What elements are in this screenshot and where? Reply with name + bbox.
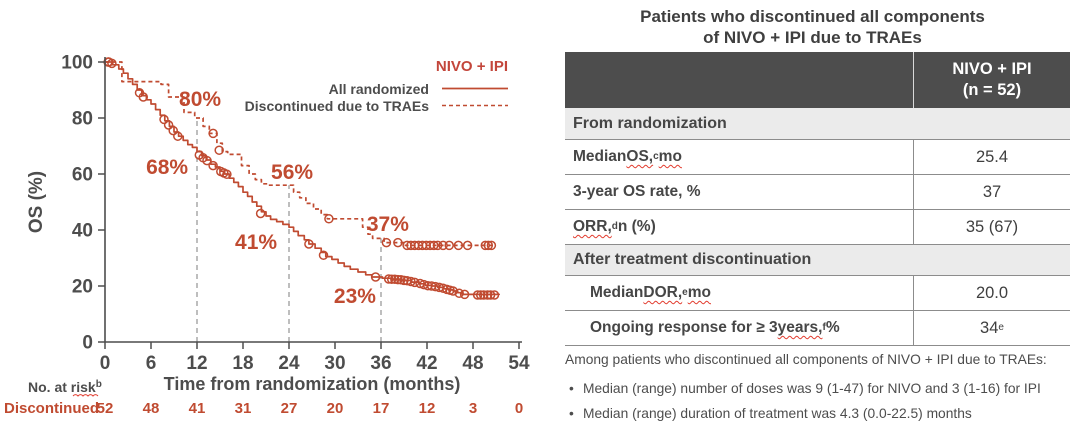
svg-text:48: 48 [143, 400, 160, 417]
footnotes: Among patients who discontinued all comp… [565, 351, 1079, 426]
row-label: Ongoing response for ≥ 3 years, f % [590, 319, 840, 336]
axis-labels: Time from randomization (months) OS (%) [26, 171, 460, 394]
table-header-row: NIVO + IPI (n = 52) [565, 52, 1070, 108]
svg-text:30: 30 [324, 353, 345, 374]
axis-ticks: 0 20 40 60 80 100 0 6 12 18 24 30 36 42 48 54 [61, 53, 530, 375]
row-value: 37 [913, 175, 1070, 209]
svg-text:17: 17 [373, 400, 390, 417]
svg-text:68%: 68% [146, 156, 188, 179]
svg-text:23%: 23% [334, 285, 376, 308]
svg-text:42: 42 [416, 353, 437, 374]
curve-discontinued-traes [105, 61, 493, 247]
svg-text:36: 36 [370, 353, 391, 374]
svg-text:41%: 41% [235, 231, 277, 254]
svg-text:6: 6 [146, 353, 157, 374]
table-data-row: Median DOR, e mo 20.0 [565, 275, 1070, 310]
row-value: 34 e [913, 311, 1070, 345]
svg-text:12: 12 [186, 353, 207, 374]
footnote-bullet: Median (range) duration of treatment was… [565, 401, 1079, 426]
svg-text:No. at riskb: No. at riskb [28, 379, 102, 395]
svg-text:20: 20 [72, 277, 93, 298]
svg-text:20: 20 [327, 400, 344, 417]
table-data-row: ORR, d n (%) 35 (67) [565, 209, 1070, 244]
svg-text:Discontinued: Discontinued [4, 400, 99, 417]
row-label: Median DOR, e mo [590, 284, 711, 301]
row-label: ORR, d n (%) [573, 218, 656, 235]
svg-text:18: 18 [232, 353, 253, 374]
footnote-bullet: Median (range) number of doses was 9 (1-… [565, 376, 1079, 401]
svg-text:41: 41 [189, 400, 206, 417]
svg-text:54: 54 [508, 353, 530, 374]
table-header-empty-cell [565, 52, 913, 108]
svg-text:0: 0 [82, 333, 93, 354]
summary-panel: Patients who discontinued all components… [545, 0, 1080, 437]
section-label: From randomization [573, 114, 727, 132]
svg-text:100: 100 [61, 53, 93, 74]
svg-text:Discontinued due to TRAEs: Discontinued due to TRAEs [245, 98, 430, 114]
censor-marks-discontinued [104, 57, 497, 251]
svg-text:27: 27 [281, 400, 298, 417]
row-value: 25.4 [913, 140, 1070, 174]
curve-all-randomized [105, 61, 500, 296]
table-rows: From randomization Median OS, c mo 25.4 3-ye… [565, 108, 1070, 345]
svg-text:0: 0 [100, 353, 111, 374]
svg-text:37%: 37% [367, 213, 409, 236]
section-label: After treatment discontinuation [573, 251, 812, 268]
svg-text:12: 12 [419, 400, 436, 417]
svg-text:0: 0 [515, 400, 523, 417]
table-header-nivo-ipi: NIVO + IPI (n = 52) [913, 52, 1070, 108]
reference-lines [196, 118, 382, 342]
svg-text:52: 52 [97, 400, 114, 417]
svg-text:48: 48 [462, 353, 483, 374]
svg-text:All randomized: All randomized [329, 81, 429, 97]
svg-text:24: 24 [278, 353, 300, 374]
row-value: 35 (67) [913, 210, 1070, 244]
svg-text:31: 31 [235, 400, 252, 417]
censor-marks-all-randomized [103, 57, 500, 300]
svg-text:56%: 56% [271, 161, 313, 184]
svg-text:NIVO + IPI: NIVO + IPI [436, 58, 508, 75]
table-data-row: Ongoing response for ≥ 3 years, f % 34 e [565, 310, 1070, 345]
table-title: Patients who discontinued all components… [640, 7, 985, 47]
svg-text:40: 40 [72, 221, 93, 242]
svg-text:OS (%): OS (%) [26, 171, 47, 233]
footnote-intro: Among patients who discontinued all comp… [565, 352, 1047, 367]
svg-text:80%: 80% [179, 88, 221, 111]
row-value: 20.0 [913, 276, 1070, 310]
svg-text:60: 60 [72, 165, 93, 186]
outcomes-table: NIVO + IPI (n = 52) From randomization Me… [565, 52, 1070, 346]
table-section-row: After treatment discontinuation [565, 244, 1070, 275]
svg-text:80: 80 [72, 109, 93, 130]
table-data-row: Median OS, c mo 25.4 [565, 139, 1070, 174]
axes [104, 57, 522, 343]
row-label: 3-year OS rate, % [573, 183, 701, 200]
percent-annotations: 80% 68% 56% 41% 37% 23% [146, 88, 409, 308]
table-data-row: 3-year OS rate, % 37 [565, 174, 1070, 209]
svg-text:Time from randomization (month: Time from randomization (months) [164, 374, 461, 394]
row-label: Median OS, c mo [573, 148, 682, 165]
footnote-list: Median (range) number of doses was 9 (1-… [565, 376, 1079, 426]
table-section-row: From randomization [565, 108, 1070, 139]
svg-text:3: 3 [469, 400, 477, 417]
